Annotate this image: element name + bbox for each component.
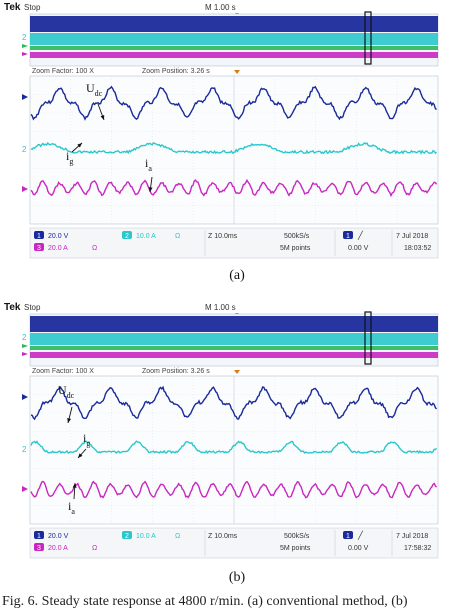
sample-rate: 500kS/s <box>284 533 310 540</box>
overview-trace-ch1 <box>30 316 438 332</box>
ch1-badge[interactable] <box>34 531 44 539</box>
ch3-zoom-marker-icon <box>22 186 28 192</box>
overview-trace-ch3 <box>30 52 438 58</box>
trigger-level: 0.00 V <box>348 245 369 252</box>
udc-label: Udc <box>86 81 103 98</box>
status-bar <box>29 527 439 559</box>
acquisition-mode: Stop <box>24 303 41 312</box>
ch4-marker-icon <box>22 44 28 48</box>
ia-trace <box>30 178 438 198</box>
ch2-marker-icon: 2 <box>22 333 27 342</box>
ig-trace <box>30 141 438 155</box>
ch1-scale: 20.0 V <box>48 233 69 240</box>
sample-rate: 500kS/s <box>284 233 310 240</box>
ch2-impedance: Ω <box>175 233 180 240</box>
record-length: 5M points <box>280 545 311 552</box>
ch3-marker-icon <box>22 52 28 56</box>
ch2-badge[interactable] <box>122 531 132 539</box>
date-stamp: 7 Jul 2018 <box>396 233 428 240</box>
ch2-impedance: Ω <box>175 533 180 540</box>
zoom-position-label: Zoom Position: 3.26 s <box>142 368 210 375</box>
overview-trace-ch2 <box>30 333 438 345</box>
trigger-source-badge[interactable] <box>343 531 353 539</box>
zoom-trigger-icon <box>234 70 240 74</box>
svg-text:1: 1 <box>346 533 350 540</box>
zoom-position-label: Zoom Position: 3.26 s <box>142 68 210 75</box>
udc-trace <box>30 85 437 121</box>
svg-text:1: 1 <box>37 533 41 540</box>
udc-label: Udc <box>58 383 75 400</box>
ch2-zoom-marker-icon: 2 <box>22 145 27 154</box>
overview-trace-ch4 <box>30 346 438 350</box>
ch2-marker-icon: 2 <box>22 33 27 42</box>
ch2-zoom-marker-icon: 2 <box>22 445 27 454</box>
record-length: 5M points <box>280 245 311 252</box>
ch3-scale: 20.0 A <box>48 245 68 252</box>
zoom-factor-label: Zoom Factor: 100 X <box>32 368 94 375</box>
panel-caption-a: (a) <box>229 268 245 283</box>
time-stamp: 17:58:32 <box>404 545 431 552</box>
ch1-marker-icon <box>22 94 28 100</box>
trigger-slope-icon: ╱ <box>357 530 364 540</box>
panel-caption-b: (b) <box>228 570 246 585</box>
ch3-badge[interactable] <box>34 243 44 251</box>
ch3-impedance: Ω <box>92 245 97 252</box>
ch1-scale: 20.0 V <box>48 533 69 540</box>
ch3-scale: 20.0 A <box>48 545 68 552</box>
ig-label: ig <box>83 431 90 448</box>
overview-trace-ch4 <box>30 46 438 50</box>
svg-text:2: 2 <box>125 533 129 540</box>
brand-label: Tek <box>4 302 21 313</box>
svg-text:3: 3 <box>37 245 41 252</box>
status-bar <box>29 227 439 259</box>
ch2-scale: 10.0 A <box>136 233 156 240</box>
ch3-badge[interactable] <box>34 543 44 551</box>
trigger-level: 0.00 V <box>348 545 369 552</box>
figure-caption: Fig. 6. Steady state response at 4800 r/… <box>2 594 408 609</box>
time-stamp: 18:03:52 <box>404 245 431 252</box>
zoom-window-box[interactable] <box>364 11 372 65</box>
zoom-window-box[interactable] <box>364 311 372 365</box>
trigger-slope-icon: ╱ <box>357 230 364 240</box>
timebase-label: M 1.00 s <box>205 3 236 12</box>
ia-trace <box>30 480 438 499</box>
udc-trace <box>30 385 438 421</box>
zoom-timebase: Z 10.0ms <box>208 533 238 540</box>
ig-label: ig <box>66 149 73 166</box>
svg-text:1: 1 <box>37 233 41 240</box>
ch1-badge[interactable] <box>34 231 44 239</box>
date-stamp: 7 Jul 2018 <box>396 533 428 540</box>
ia-label: ia <box>68 499 75 516</box>
ch2-badge[interactable] <box>122 231 132 239</box>
svg-text:3: 3 <box>37 545 41 552</box>
zoom-trigger-icon <box>234 370 240 374</box>
ch3-zoom-marker-icon <box>22 486 28 492</box>
ch1-marker-icon <box>22 394 28 400</box>
trigger-source-badge[interactable] <box>343 231 353 239</box>
ch3-impedance: Ω <box>92 545 97 552</box>
oscilloscope-panel-b: Tek Stop M 1.00 s 2 Zoom Factor: 100 X Zoom P… <box>0 300 474 562</box>
ch2-scale: 10.0 A <box>136 533 156 540</box>
timebase-label: M 1.00 s <box>205 303 236 312</box>
overview-trace-ch2 <box>30 33 438 45</box>
overview-trace-ch1 <box>30 16 438 32</box>
ig-trace <box>30 440 438 455</box>
ch4-marker-icon <box>22 344 28 348</box>
svg-text:2: 2 <box>125 233 129 240</box>
brand-label: Tek <box>4 2 21 13</box>
zoom-factor-label: Zoom Factor: 100 X <box>32 68 94 75</box>
ch3-marker-icon <box>22 352 28 356</box>
ia-label: ia <box>145 156 152 173</box>
overview-trace-ch3 <box>30 352 438 358</box>
scope-screen: Tek Stop M 1.00 s 2 Zoom Factor: 100 X Zoom P… <box>4 302 439 559</box>
acquisition-mode: Stop <box>24 3 41 12</box>
zoom-timebase: Z 10.0ms <box>208 233 238 240</box>
oscilloscope-panel-a: Tek Stop M 1.00 s 2 Zoom Factor: 100 X Zoom P… <box>0 0 474 262</box>
svg-text:1: 1 <box>346 233 350 240</box>
scope-screen: Tek Stop M 1.00 s 2 Zoom Factor: 100 X Zoom P… <box>4 2 439 259</box>
